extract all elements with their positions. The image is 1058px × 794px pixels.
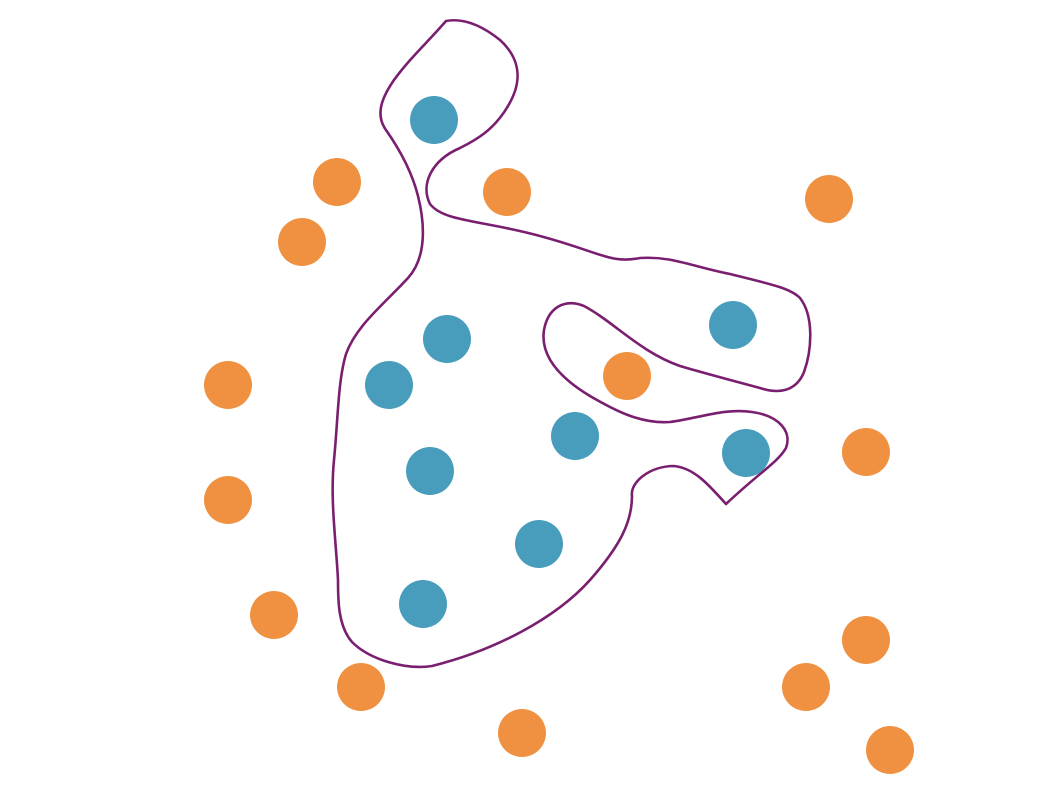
inside-point bbox=[709, 301, 757, 349]
inside-point bbox=[365, 361, 413, 409]
outside-point bbox=[842, 616, 890, 664]
inside-point bbox=[515, 520, 563, 568]
outside-point bbox=[603, 352, 651, 400]
outside-point bbox=[782, 663, 830, 711]
outside-point bbox=[866, 726, 914, 774]
outside-point bbox=[842, 428, 890, 476]
inside-point bbox=[722, 429, 770, 477]
inside-point bbox=[399, 580, 447, 628]
inside-point bbox=[410, 96, 458, 144]
outside-point bbox=[805, 175, 853, 223]
outside-point bbox=[337, 663, 385, 711]
outside-point bbox=[498, 709, 546, 757]
outside-point bbox=[483, 168, 531, 216]
outside-point bbox=[204, 476, 252, 524]
outside-point bbox=[278, 218, 326, 266]
enclosing-boundary-curve bbox=[331, 18, 812, 669]
outside-point bbox=[250, 591, 298, 639]
outside-point bbox=[204, 361, 252, 409]
inside-point bbox=[551, 412, 599, 460]
inside-point bbox=[406, 447, 454, 495]
outside-point bbox=[313, 158, 361, 206]
inside-point bbox=[423, 315, 471, 363]
